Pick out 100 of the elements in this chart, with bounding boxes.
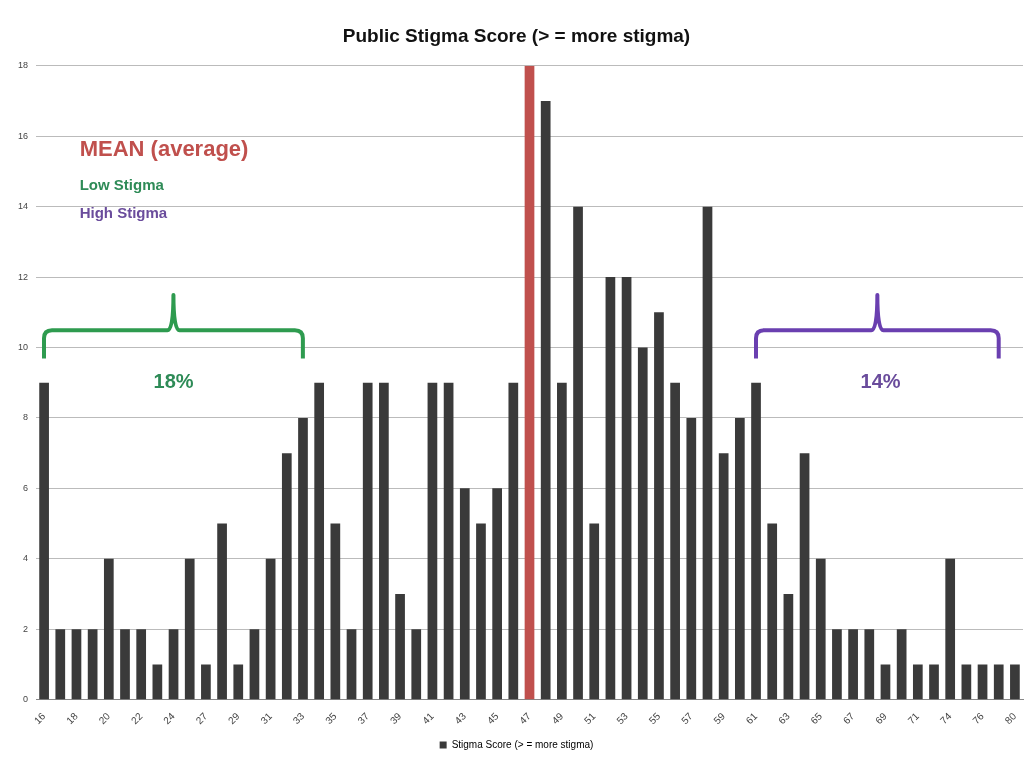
- bar: [55, 629, 66, 700]
- bar: [508, 382, 519, 700]
- bar: [557, 382, 567, 700]
- bar: [330, 523, 341, 700]
- bar: [767, 523, 778, 700]
- x-tick-label: 18: [64, 710, 81, 727]
- legend-label: Stigma Score (> = more stigma): [451, 738, 594, 750]
- bar: [637, 347, 648, 700]
- bar: [476, 523, 486, 700]
- x-tick-label: 63: [776, 710, 793, 727]
- x-tick-label: 29: [225, 710, 242, 727]
- bar: [201, 664, 211, 700]
- bar: [217, 523, 227, 700]
- x-tick-label: 67: [840, 710, 857, 727]
- x-tick-label: 22: [128, 710, 145, 727]
- y-tick-label: 6: [23, 482, 29, 493]
- bar: [136, 629, 147, 700]
- bar: [912, 664, 923, 700]
- bar: [993, 664, 1004, 700]
- y-tick-label: 14: [18, 201, 29, 212]
- x-tick-label: 45: [484, 710, 501, 727]
- x-tick-label: 35: [323, 710, 340, 727]
- bar: [443, 382, 454, 700]
- bar: [281, 453, 292, 700]
- x-tick-label: 24: [161, 710, 178, 727]
- x-tick-label: 43: [452, 710, 469, 727]
- bar: [783, 594, 794, 700]
- bar: [734, 417, 745, 700]
- y-tick-label: 0: [23, 694, 29, 705]
- bar: [71, 629, 82, 700]
- bar: [799, 453, 810, 700]
- bar: [670, 382, 680, 700]
- bar: [686, 417, 697, 700]
- annotation: 14%: [860, 370, 901, 393]
- x-tick-label: 61: [743, 710, 760, 727]
- y-tick-label: 12: [18, 271, 29, 282]
- bar: [589, 523, 600, 700]
- x-tick-label: 69: [873, 710, 890, 727]
- bar: [379, 382, 389, 700]
- bar: [184, 558, 195, 700]
- bar: [961, 664, 972, 700]
- bar: [718, 453, 729, 700]
- y-tick-label: 16: [18, 130, 29, 141]
- x-tick-label: 37: [355, 710, 372, 727]
- x-tick-label: 49: [549, 710, 566, 727]
- annotation: MEAN (average): [79, 136, 249, 162]
- bar: [654, 312, 664, 700]
- bar: [702, 206, 713, 700]
- chart-title: Public Stigma Score (> = more stigma): [342, 24, 691, 46]
- x-tick-label: 27: [193, 710, 210, 727]
- bar: [832, 629, 842, 700]
- bar: [848, 629, 858, 700]
- x-tick-label: 47: [517, 710, 534, 727]
- annotation: High Stigma: [79, 203, 168, 221]
- x-tick-label: 74: [937, 710, 954, 727]
- bar: [87, 629, 98, 700]
- x-tick-label: 65: [808, 710, 825, 727]
- x-tick-label: 51: [581, 710, 598, 727]
- bar: [864, 629, 875, 700]
- y-tick-label: 10: [18, 342, 29, 352]
- bar: [346, 629, 357, 700]
- bar: [524, 65, 535, 700]
- bar: [977, 664, 988, 700]
- bar: [459, 488, 470, 700]
- bar: [120, 629, 130, 700]
- x-tick-label: 39: [387, 710, 404, 727]
- x-tick-label: 33: [290, 710, 307, 727]
- bar: [39, 382, 49, 700]
- bar: [540, 101, 551, 700]
- x-tick-label: 59: [711, 710, 728, 727]
- bar: [314, 382, 325, 700]
- x-tick-label: 53: [614, 710, 631, 727]
- bar: [929, 664, 939, 700]
- y-tick-label: 8: [23, 412, 29, 423]
- bar: [492, 488, 502, 700]
- bar: [573, 206, 583, 700]
- annotation: 18%: [153, 370, 194, 393]
- x-tick-label: 80: [1002, 710, 1019, 727]
- bar: [880, 664, 891, 700]
- bar: [945, 558, 956, 700]
- x-tick-label: 57: [679, 710, 695, 727]
- x-tick-label: 20: [96, 710, 113, 727]
- bar: [621, 277, 632, 700]
- bar: [233, 664, 244, 700]
- bar: [815, 558, 826, 700]
- x-tick-label: 71: [905, 710, 922, 727]
- bar: [1010, 664, 1020, 700]
- bar: [362, 382, 373, 700]
- bar: [896, 629, 907, 700]
- bar: [249, 629, 260, 700]
- bar: [395, 594, 405, 700]
- x-tick-label: 41: [420, 710, 437, 727]
- bar: [411, 629, 422, 700]
- bar: [427, 382, 438, 700]
- bar: [152, 664, 163, 700]
- bar: [298, 417, 308, 700]
- bar: [168, 629, 179, 700]
- y-tick-label: 18: [18, 60, 29, 71]
- bar: [265, 558, 276, 700]
- annotation: Low Stigma: [79, 175, 165, 193]
